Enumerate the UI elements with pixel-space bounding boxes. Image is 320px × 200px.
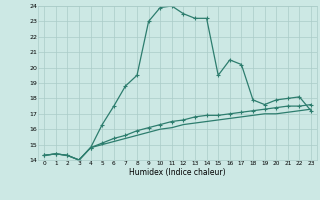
X-axis label: Humidex (Indice chaleur): Humidex (Indice chaleur): [129, 168, 226, 177]
